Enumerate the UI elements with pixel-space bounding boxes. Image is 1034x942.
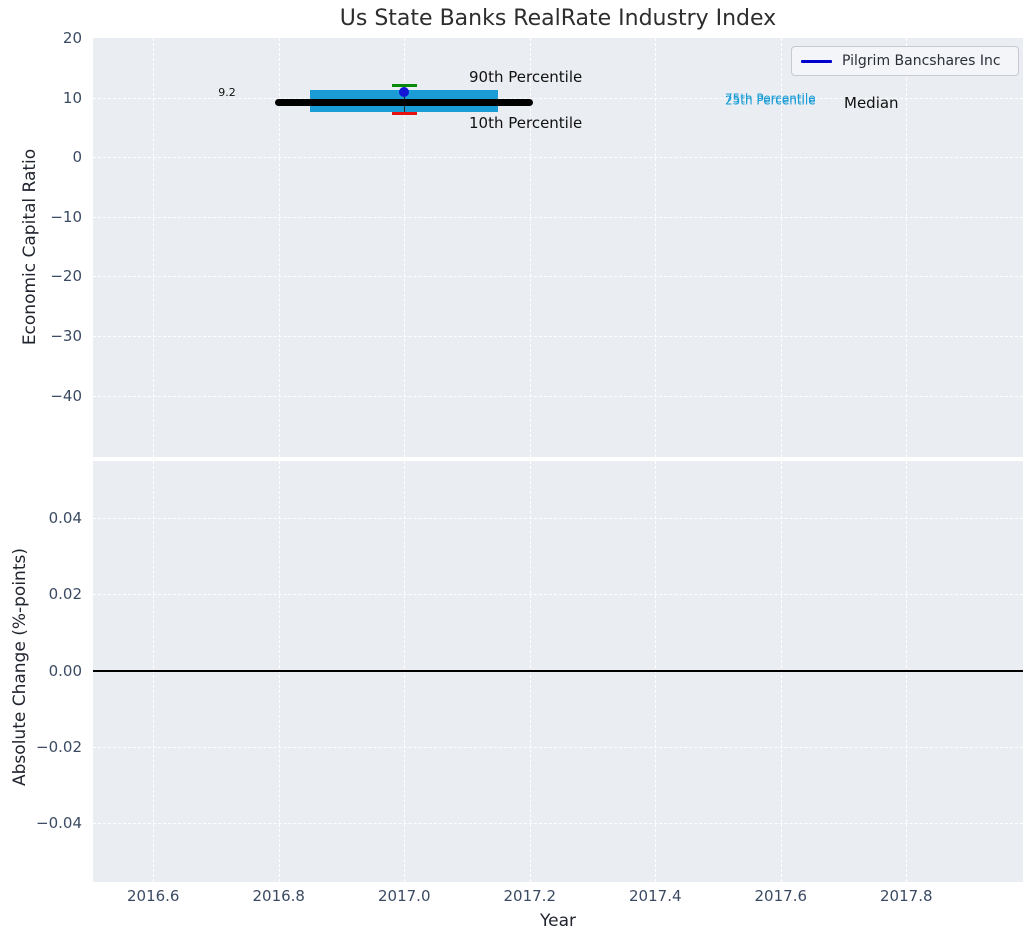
- p10-whisker-cap: [391, 112, 417, 116]
- y-tick-label: 20: [62, 29, 82, 47]
- gridline-horizontal: [93, 594, 1023, 596]
- annotation: 75th Percentile: [725, 91, 816, 106]
- x-tick-label: 2017.0: [378, 887, 431, 905]
- gridline-vertical: [906, 38, 908, 457]
- legend-label: Pilgrim Bancshares Inc: [842, 53, 1001, 69]
- x-tick-label: 2017.6: [754, 887, 808, 905]
- y-tick-label: −30: [50, 327, 82, 345]
- gridline-horizontal: [93, 822, 1023, 824]
- company-data-point: [399, 87, 410, 98]
- gridline-vertical: [404, 38, 406, 457]
- y-axis-label-top: Economic Capital Ratio: [20, 148, 40, 346]
- x-axis-label: Year: [540, 911, 576, 931]
- chart-title: Us State Banks RealRate Industry Index: [339, 6, 777, 31]
- y-tick-label: −10: [50, 207, 82, 226]
- gridline-vertical: [153, 38, 155, 457]
- annotation: 9.2: [218, 85, 236, 99]
- gridline-horizontal: [93, 216, 1023, 218]
- y-tick-label: 10: [62, 88, 82, 107]
- zero-line: [93, 669, 1023, 672]
- y-tick-label: −0.02: [36, 737, 82, 756]
- x-tick-label: 2016.6: [126, 887, 180, 905]
- x-tick-label: 2017.4: [629, 887, 682, 905]
- y-tick-label: −20: [50, 267, 82, 286]
- annotation: 10th Percentile: [469, 113, 583, 132]
- top-plot-area: [93, 38, 1023, 457]
- gridline-vertical: [655, 38, 657, 457]
- gridline-vertical: [529, 38, 531, 457]
- y-tick-label: 0: [72, 148, 82, 167]
- gridline-horizontal: [93, 276, 1023, 278]
- legend: Pilgrim Bancshares Inc: [791, 46, 1019, 76]
- p90-whisker-cap: [391, 84, 417, 88]
- x-tick-label: 2016.8: [252, 887, 305, 905]
- x-tick-label: 2017.8: [880, 887, 933, 905]
- annotation: 25th Percentile: [725, 93, 816, 108]
- annotation: 90th Percentile: [469, 67, 583, 86]
- gridline-horizontal: [93, 97, 1023, 99]
- y-tick-label: −40: [50, 386, 82, 405]
- gridline-vertical: [278, 38, 280, 457]
- gridline-horizontal: [93, 157, 1023, 159]
- gridline-horizontal: [93, 518, 1023, 520]
- y-tick-label: 0.02: [48, 585, 82, 604]
- legend-line-swatch: [801, 59, 832, 63]
- gridline-horizontal: [93, 746, 1023, 748]
- y-tick-label: 0.00: [48, 661, 82, 680]
- x-tick-label: 2017.2: [503, 887, 557, 905]
- median-line: [275, 98, 534, 106]
- gridline-horizontal: [93, 336, 1023, 337]
- y-tick-label: 0.04: [48, 509, 82, 528]
- gridline-vertical: [780, 38, 782, 457]
- y-tick-label: −0.04: [36, 813, 82, 832]
- annotation: Median: [844, 93, 899, 112]
- gridline-horizontal: [93, 395, 1023, 397]
